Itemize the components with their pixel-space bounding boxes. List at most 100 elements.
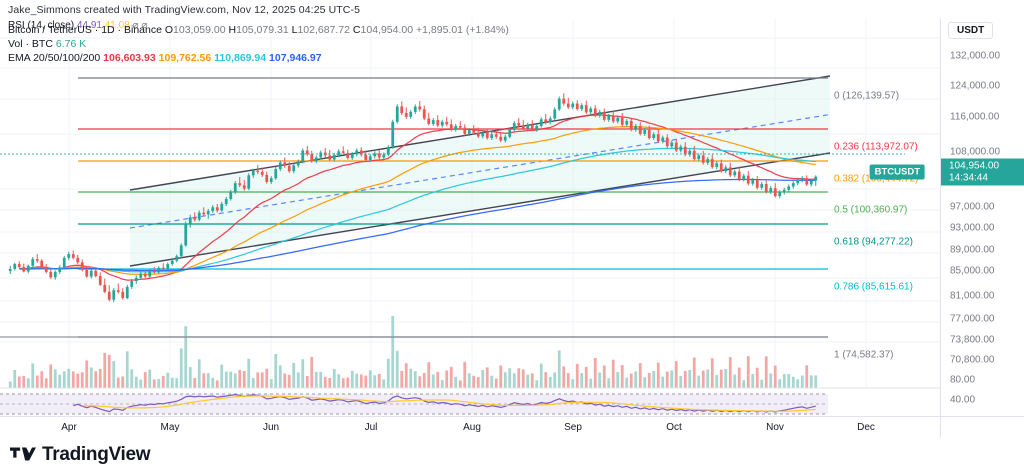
volume-bar: [368, 370, 372, 388]
volume-bar: [377, 373, 381, 388]
candle-body: [89, 270, 93, 277]
candle-body: [377, 153, 381, 158]
candle-body: [40, 260, 44, 268]
volume-bar: [719, 369, 723, 388]
fib-label-6[interactable]: 1 (74,582.37): [834, 349, 894, 361]
volume-bar: [683, 370, 687, 388]
price-tick-5: 93,000.00: [950, 222, 995, 234]
chart-frame: Bitcoin / TetherUS · 1D · Binance O103,0…: [0, 18, 1024, 416]
candle-body: [607, 116, 611, 120]
fib-label-3[interactable]: 0.5 (100,360.97): [834, 204, 908, 216]
volume-bar: [634, 371, 638, 388]
candle-body: [755, 179, 759, 188]
candle-body: [463, 127, 467, 134]
candle-body: [188, 217, 192, 224]
rsi-legend[interactable]: RSI (14, close) 44.91 41.08 ⌀ ⌀: [8, 20, 147, 31]
candle-body: [229, 191, 233, 199]
volume-bar: [260, 372, 264, 388]
current-price-badge[interactable]: 104,954.00 14:34:44: [941, 158, 1024, 186]
rsi-empty-2: ⌀: [141, 20, 148, 31]
price-tick-11: 70,800.00: [950, 354, 995, 366]
candle-body: [688, 150, 692, 155]
candle-body: [481, 132, 485, 137]
candle-body: [247, 175, 251, 189]
fib-label-1[interactable]: 0.236 (113,972.07): [834, 141, 918, 153]
candle-body: [616, 117, 620, 122]
volume-bar: [467, 373, 471, 388]
candle-body: [71, 254, 75, 258]
fib-label-0[interactable]: 0 (126,139.57): [834, 90, 900, 102]
candle-body: [112, 290, 116, 300]
candle-body: [517, 123, 521, 126]
candle-body: [107, 291, 111, 300]
legend-symbol-row[interactable]: Bitcoin / TetherUS · 1D · Binance O103,0…: [8, 24, 509, 36]
volume-bar: [296, 372, 300, 388]
volume-bar: [170, 377, 174, 388]
volume-bar: [643, 377, 647, 388]
symbol-badge[interactable]: BTCUSDT: [869, 164, 925, 180]
volume-bar: [728, 357, 732, 388]
candle-body: [454, 125, 458, 130]
time-axis[interactable]: Apr May Jun Jul Aug Sep Oct Nov Dec: [0, 416, 1024, 439]
price-tick-9: 77,000.00: [950, 313, 995, 325]
candle-body: [782, 189, 786, 193]
candle-body: [485, 132, 489, 138]
volume-bar: [697, 375, 701, 388]
legend-exchange[interactable]: Binance: [123, 24, 162, 36]
volume-bar: [638, 363, 642, 388]
volume-bar: [674, 361, 678, 388]
candle-body: [49, 271, 53, 278]
candle-body: [764, 184, 768, 192]
volume-bar: [737, 367, 741, 388]
legend-interval[interactable]: 1D: [101, 24, 115, 36]
candle-body: [337, 151, 341, 155]
volume-bar: [134, 376, 138, 388]
candle-body: [166, 264, 170, 269]
volume-bar: [742, 380, 746, 388]
tradingview-mark-icon: [10, 447, 36, 461]
legend-ema-row[interactable]: EMA 20/50/100/200 106,603.93 109,762.56 …: [8, 52, 509, 65]
volume-bar: [292, 362, 296, 388]
volume-bar: [49, 364, 53, 388]
volume-bar: [94, 371, 98, 388]
candle-body: [683, 146, 687, 155]
legend-symbol[interactable]: Bitcoin / TetherUS: [8, 24, 92, 36]
legend-volume-row[interactable]: Vol · BTC 6.76 K: [8, 38, 509, 51]
volume-bar: [688, 369, 692, 388]
price-chart-plot[interactable]: Bitcoin / TetherUS · 1D · Binance O103,0…: [0, 18, 940, 416]
candle-body: [638, 125, 642, 134]
volume-bar: [553, 372, 557, 388]
candle-body: [296, 161, 300, 166]
candle-body: [737, 171, 741, 180]
price-axis[interactable]: USDT 132,000.00 124,000.00 116,000.00 108,0…: [940, 18, 1024, 416]
volume-bar: [62, 371, 66, 388]
candle-body: [148, 270, 152, 277]
volume-bar: [391, 316, 395, 388]
candle-body: [292, 165, 296, 172]
volume-bar: [278, 365, 282, 388]
fib-label-4[interactable]: 0.618 (94,277.22): [834, 236, 913, 248]
candle-body: [760, 184, 764, 188]
volume-bar: [256, 372, 260, 388]
candle-body: [251, 170, 255, 176]
rsi-line: [73, 393, 816, 413]
candle-body: [656, 134, 660, 142]
volume-bar: [319, 371, 323, 388]
volume-bar: [382, 379, 386, 388]
candle-body: [395, 106, 399, 122]
candle-body: [157, 267, 161, 273]
volume-bar: [251, 378, 255, 388]
volume-bar: [305, 375, 309, 388]
candle-body: [53, 271, 57, 278]
volume-bar: [760, 379, 764, 388]
candle-body: [692, 150, 696, 160]
candle-body: [152, 270, 156, 273]
ema-50-line: [19, 125, 816, 276]
candle-body: [175, 256, 179, 261]
candle-body: [796, 179, 800, 184]
fib-label-5[interactable]: 0.786 (85,615.61): [834, 281, 913, 293]
volume-bar: [67, 368, 71, 388]
volume-bar: [418, 376, 422, 388]
candle-body: [602, 111, 606, 120]
volume-bar: [544, 372, 548, 388]
